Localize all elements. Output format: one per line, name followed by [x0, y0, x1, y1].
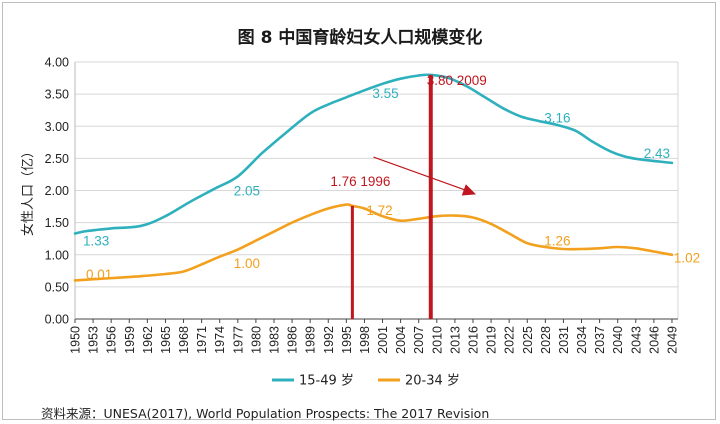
axes: 0.00 0.50 1.00 1.50 2.00 2.50 3.00 3.50 4.00 1950…	[20, 56, 679, 354]
x-tick-label: 1971	[195, 326, 209, 354]
x-tick-label: 1995	[340, 326, 354, 354]
x-tick-label: 1965	[159, 326, 173, 354]
x-tick-label: 1998	[358, 326, 372, 354]
x-tick-label: 1968	[177, 326, 191, 354]
x-tick-label: 2040	[611, 326, 625, 354]
data-label: 3.55	[372, 86, 398, 101]
marker-label-2: 3.80 2009	[427, 73, 487, 88]
y-tick-label: 3.50	[45, 88, 69, 102]
x-tick-label: 2019	[485, 326, 499, 354]
x-tick-label: 2034	[575, 326, 589, 354]
x-tick-label: 1956	[105, 326, 119, 354]
legend: 15-49 岁 20-34 岁	[272, 374, 460, 389]
x-tick-label: 2025	[521, 326, 535, 354]
x-tick-label: 1974	[213, 326, 227, 354]
x-tick-label: 2013	[448, 326, 462, 354]
source-note: 资料来源：UNESA(2017), World Population Prosp…	[41, 406, 490, 421]
x-tick-label: 1962	[141, 326, 155, 354]
x-tick-label: 1989	[304, 326, 318, 354]
x-tick-label: 2007	[412, 326, 426, 354]
y-tick-label: 0.50	[45, 280, 69, 294]
data-label: 1.33	[83, 234, 109, 249]
series-line-1	[73, 73, 674, 235]
data-label: 2.43	[644, 146, 670, 161]
arrow-head	[461, 184, 476, 196]
x-tick-label: 2016	[466, 326, 480, 354]
x-tick-label: 2010	[430, 326, 444, 354]
data-label: 3.16	[544, 110, 570, 125]
legend-label-2: 20-34 岁	[405, 374, 460, 389]
y-tick-label: 2.00	[45, 184, 69, 198]
legend-label-1: 15-49 岁	[299, 374, 354, 389]
data-label: 1.00	[234, 256, 260, 271]
data-label: 0.01	[86, 267, 112, 282]
x-tick-label: 2037	[593, 326, 607, 354]
x-tick-label: 2031	[557, 326, 571, 354]
x-tick-label: 1977	[231, 326, 245, 354]
series-layer	[73, 73, 674, 282]
x-tick-label: 1980	[249, 326, 263, 354]
chart-frame: 图 8 中国育龄妇女人口规模变化 资料来源：UNESA(2017), World…	[2, 2, 716, 421]
y-tick-label: 3.00	[45, 120, 69, 134]
x-tick-label: 1950	[69, 326, 83, 354]
x-tick-label: 2046	[647, 326, 661, 354]
data-label: 1.02	[674, 250, 700, 265]
y-tick-label: 1.00	[45, 248, 69, 262]
x-tick-label: 1959	[123, 326, 137, 354]
x-tick-label: 1986	[286, 326, 300, 354]
x-tick-label: 1992	[322, 326, 336, 354]
x-tick-label: 2001	[376, 326, 390, 354]
label-layer: 1.76 1996 3.80 2009 1.33 2.05 3.55 3.16 2.43 0.…	[83, 73, 700, 282]
y-axis-label: 女性人口（亿）	[20, 145, 36, 236]
marker-layer	[350, 74, 476, 319]
arrow-shaft	[373, 156, 467, 191]
data-label: 2.05	[234, 184, 260, 199]
y-tick-label: 4.00	[45, 56, 69, 70]
x-tick-label: 2043	[629, 326, 643, 354]
data-label: 1.72	[366, 203, 392, 218]
x-tick-label: 1953	[87, 326, 101, 354]
x-tick-label: 2028	[539, 326, 553, 354]
x-tick-label: 2004	[394, 326, 408, 354]
x-tick-label: 2049	[665, 326, 679, 354]
marker-label-1: 1.76 1996	[330, 174, 390, 189]
chart-title: 图 8 中国育龄妇女人口规模变化	[237, 28, 483, 48]
x-tick-label: 1983	[267, 326, 281, 354]
y-tick-label: 0.00	[45, 313, 69, 327]
x-tick-label: 2022	[503, 326, 517, 354]
y-tick-label: 2.50	[45, 152, 69, 166]
y-tick-label: 1.50	[45, 216, 69, 230]
series-line-2	[73, 203, 674, 282]
gridlines	[75, 61, 679, 319]
data-label: 1.26	[544, 234, 570, 249]
